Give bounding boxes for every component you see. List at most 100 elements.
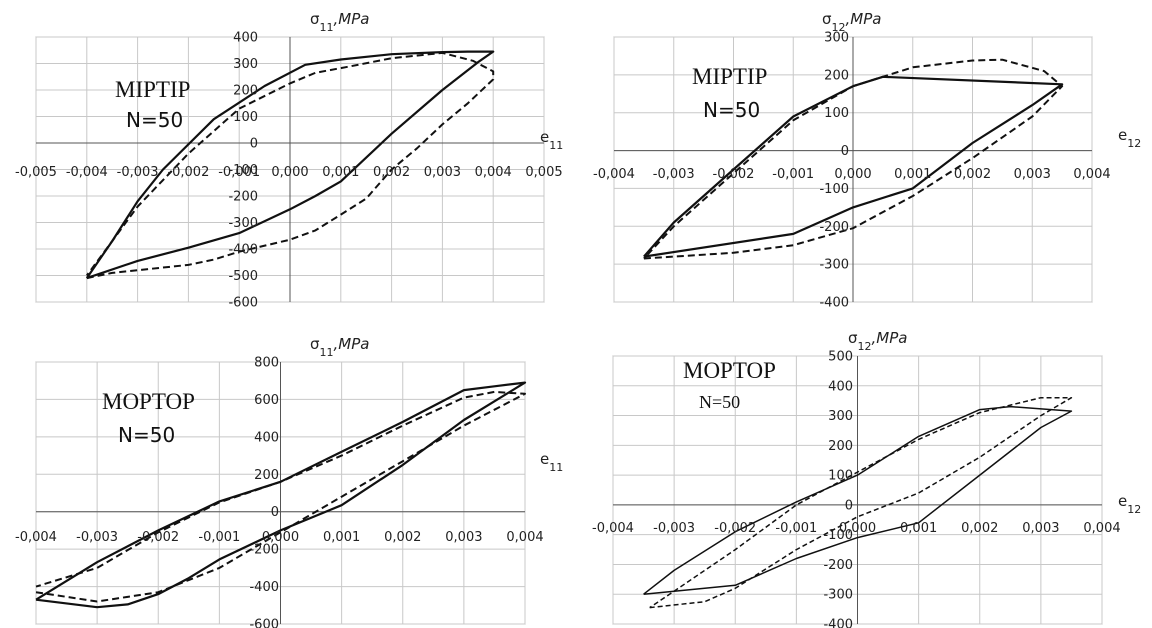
- tick-labels: -0,005 -0,004 -0,003 -0,002 -0,001 0,000 0,001…: [15, 31, 563, 311]
- x-axis-label: e11: [540, 128, 563, 152]
- y-tick-label: -100: [819, 182, 849, 197]
- gridlines: [35, 361, 526, 625]
- chart-panel-bottom-right: -0,004 -0,003 -0,002 -0,001 0,000 0,001 0,002 0…: [592, 329, 1141, 628]
- y-tick-label: -300: [228, 216, 258, 231]
- x-tick-label: 0,002: [373, 165, 410, 180]
- x-tick-label: -0,001: [198, 530, 240, 545]
- cycle-count-label: N=50: [699, 392, 740, 412]
- y-tick-label: -600: [228, 296, 258, 311]
- y-axis-label: σ11,MPa: [310, 10, 369, 34]
- y-tick-label: -400: [823, 618, 853, 628]
- series-dashed-loop: [85, 51, 495, 280]
- model-label: MOPTOP: [102, 389, 195, 414]
- x-tick-label: 0,000: [834, 167, 871, 182]
- x-tick-label: 0,002: [384, 530, 421, 545]
- series-solid-loop: [85, 50, 495, 280]
- x-tick-label: 0,004: [475, 165, 512, 180]
- y-tick-label: -200: [819, 220, 849, 235]
- y-tick-label: -200: [249, 543, 279, 558]
- x-tick-label: -0,001: [218, 165, 260, 180]
- x-tick-label: 0,004: [1073, 167, 1110, 182]
- series-layer: [35, 381, 527, 609]
- series-layer: [85, 50, 495, 280]
- y-axis-label: σ12,MPa: [848, 329, 907, 353]
- x-tick-label: -0,002: [714, 521, 756, 536]
- x-tick-label: 0,005: [525, 165, 562, 180]
- x-tick-label: -0,004: [15, 530, 57, 545]
- y-axis-label: σ12,MPa: [822, 10, 881, 34]
- y-tick-label: -200: [823, 558, 853, 573]
- series-dashed-loop: [649, 396, 1073, 609]
- series-layer: [643, 396, 1073, 609]
- series-solid-loop: [643, 405, 1073, 595]
- tick-labels: -0,004 -0,003 -0,002 -0,001 0,000 0,001 0,002 0…: [593, 31, 1111, 311]
- y-tick-label: 400: [828, 379, 853, 394]
- x-tick-label: 0,001: [322, 165, 359, 180]
- x-tick-label: -0,001: [775, 521, 817, 536]
- y-tick-label: 300: [824, 31, 849, 46]
- y-tick-label: -300: [823, 588, 853, 603]
- y-tick-label: 0: [845, 498, 853, 513]
- y-tick-label: 100: [233, 110, 258, 125]
- y-tick-label: -100: [228, 163, 258, 178]
- tick-labels: -0,004 -0,003 -0,002 -0,001 0,000 0,001 0,002 0…: [15, 356, 544, 628]
- x-tick-label: 0,003: [1022, 521, 1059, 536]
- cycle-count-label: N=50: [703, 98, 760, 122]
- x-tick-label: 0,003: [424, 165, 461, 180]
- y-tick-label: 200: [824, 68, 849, 83]
- x-tick-label: -0,003: [653, 521, 695, 536]
- y-tick-label: 400: [233, 31, 258, 46]
- chart-panel-top-right: -0,004 -0,003 -0,002 -0,001 0,000 0,001 0,002 0…: [593, 10, 1141, 311]
- x-axis-label: e12: [1118, 126, 1141, 150]
- y-tick-label: 400: [254, 430, 279, 445]
- x-tick-label: 0,004: [1083, 521, 1120, 536]
- chart-panel-top-left: -0,005 -0,004 -0,003 -0,002 -0,001 0,000 0,001…: [15, 10, 563, 311]
- tick-labels: -0,004 -0,003 -0,002 -0,001 0,000 0,001 0,002 0…: [592, 350, 1121, 628]
- y-tick-label: 100: [824, 106, 849, 121]
- x-tick-label: -0,002: [137, 530, 179, 545]
- y-tick-label: 0: [250, 137, 258, 152]
- x-axis-label: e11: [540, 450, 563, 474]
- x-tick-label: -0,003: [117, 165, 159, 180]
- y-tick-label: 600: [254, 393, 279, 408]
- x-axis-label: e12: [1118, 492, 1141, 516]
- model-label: MOPTOP: [683, 358, 776, 383]
- y-tick-label: 200: [254, 468, 279, 483]
- chart-panel-bottom-left: -0,004 -0,003 -0,002 -0,001 0,000 0,001 0,002 0…: [15, 335, 563, 628]
- y-tick-label: 200: [828, 439, 853, 454]
- gridlines: [35, 36, 545, 303]
- y-tick-label: 300: [828, 409, 853, 424]
- x-tick-label: 0,000: [271, 165, 308, 180]
- series-layer: [643, 58, 1064, 260]
- x-tick-label: -0,002: [167, 165, 209, 180]
- y-tick-label: -400: [249, 580, 279, 595]
- x-tick-label: 0,001: [900, 521, 937, 536]
- y-tick-label: -400: [228, 243, 258, 258]
- y-tick-label: -600: [249, 618, 279, 628]
- y-tick-label: 0: [841, 144, 849, 159]
- y-tick-label: -500: [228, 269, 258, 284]
- x-tick-label: 0,003: [1014, 167, 1051, 182]
- x-tick-label: -0,002: [713, 167, 755, 182]
- x-tick-label: -0,004: [593, 167, 635, 182]
- x-tick-label: -0,004: [592, 521, 634, 536]
- x-tick-label: 0,003: [445, 530, 482, 545]
- x-tick-label: -0,003: [76, 530, 118, 545]
- series-dashed-loop: [35, 390, 526, 603]
- y-tick-label: -200: [228, 190, 258, 205]
- x-tick-label: -0,003: [653, 167, 695, 182]
- y-tick-label: 200: [233, 84, 258, 99]
- y-tick-label: -400: [819, 296, 849, 311]
- x-tick-label: 0,000: [262, 530, 299, 545]
- model-label: MIPTIP: [115, 77, 190, 102]
- x-tick-label: 0,002: [961, 521, 998, 536]
- y-tick-label: 300: [233, 57, 258, 72]
- y-tick-label: 0: [271, 505, 279, 520]
- gridlines: [612, 355, 1103, 625]
- y-tick-label: 500: [828, 350, 853, 365]
- cycle-count-label: N=50: [126, 108, 183, 132]
- y-axis-label: σ11,MPa: [310, 335, 369, 359]
- y-tick-label: -300: [819, 258, 849, 273]
- y-tick-label: -100: [823, 528, 853, 543]
